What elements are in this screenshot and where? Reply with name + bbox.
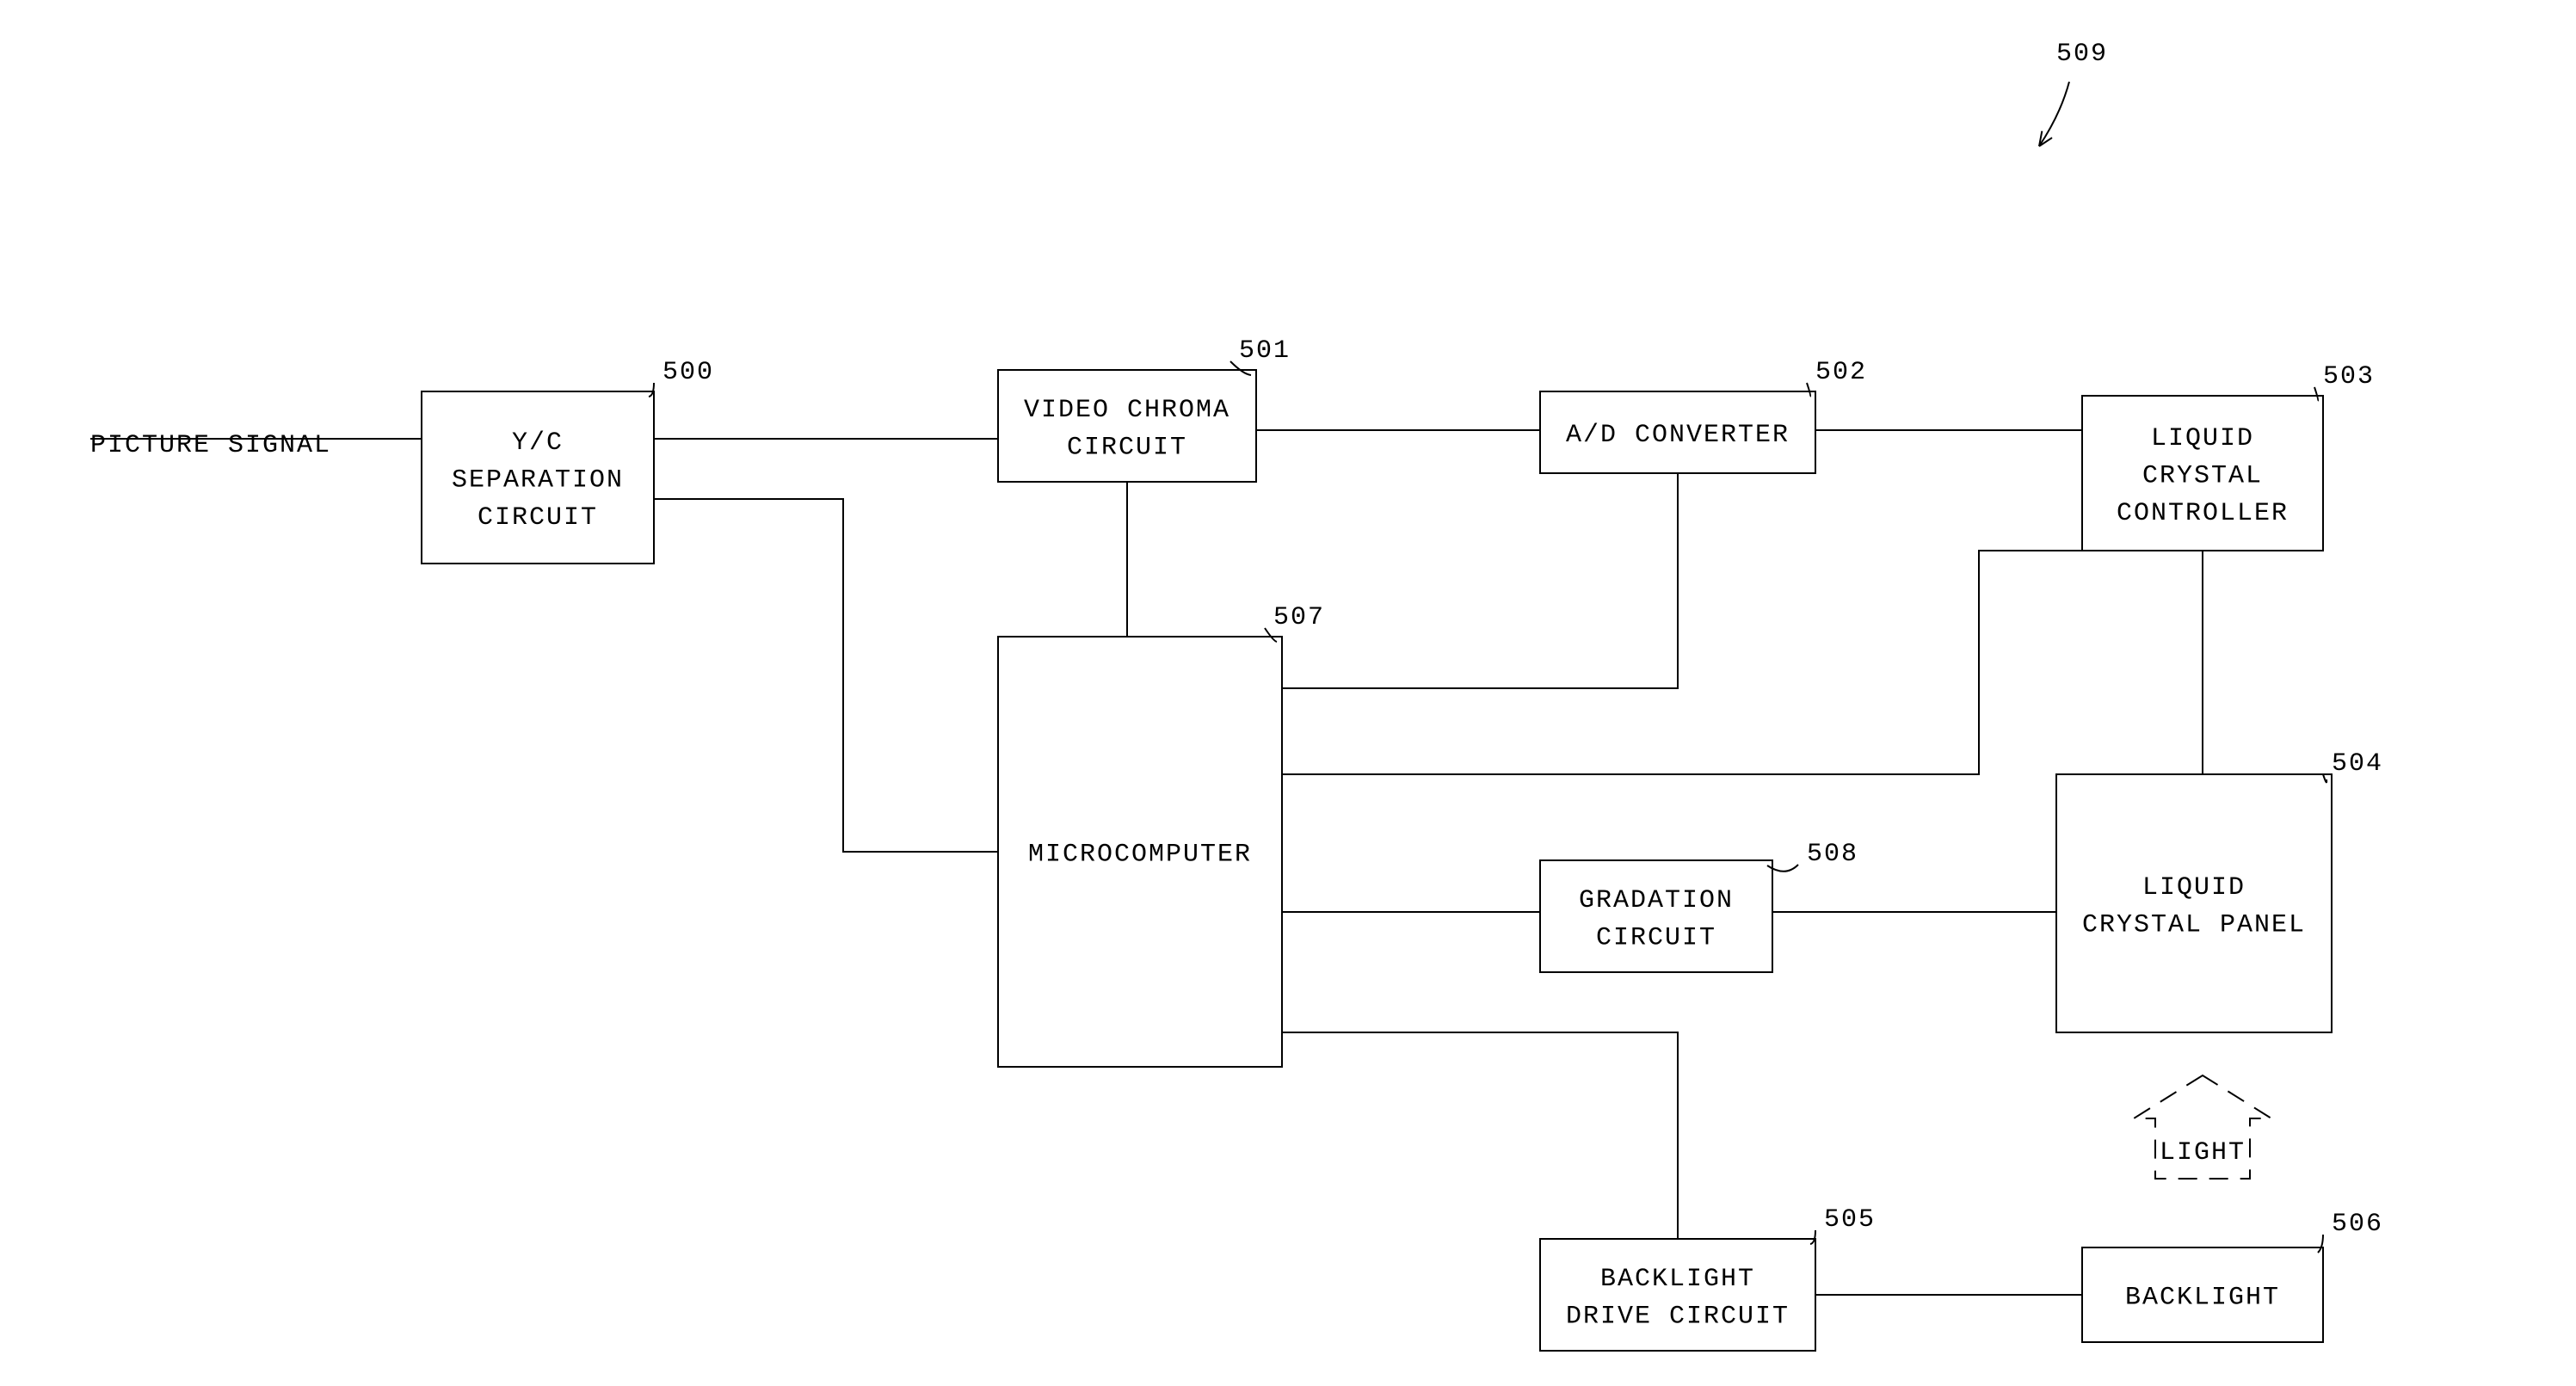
figure-ref-arrowhead (2039, 131, 2052, 146)
block-label-b504: CRYSTAL PANEL (2082, 910, 2306, 939)
figure-refnum: 509 (2056, 40, 2108, 69)
figure-ref-arrow (2039, 82, 2069, 146)
connector-wire (1282, 1032, 1678, 1239)
refnum-506: 506 (2332, 1210, 2383, 1239)
block-label-b508: CIRCUIT (1596, 923, 1716, 952)
block-b504 (2056, 774, 2332, 1032)
connector-wire (1282, 473, 1678, 688)
block-label-b501: VIDEO CHROMA (1024, 396, 1230, 425)
connector-wire (1282, 551, 2082, 774)
block-b501 (998, 370, 1256, 482)
block-b508 (1540, 860, 1772, 972)
block-label-b506: BACKLIGHT (2125, 1284, 2280, 1313)
refnum-502: 502 (1815, 358, 1867, 387)
block-label-b500: CIRCUIT (478, 503, 598, 533)
block-label-b508: GRADATION (1579, 886, 1734, 915)
light-arrow-label: LIGHT (2160, 1138, 2246, 1167)
block-label-b505: DRIVE CIRCUIT (1566, 1302, 1790, 1331)
block-label-b500: Y/C (512, 428, 564, 458)
block-label-b501: CIRCUIT (1067, 433, 1187, 462)
block-label-b500: SEPARATION (452, 466, 624, 496)
block-b505 (1540, 1239, 1815, 1351)
input-signal-label: PICTURE SIGNAL (90, 431, 331, 460)
block-label-b503: CRYSTAL (2142, 462, 2263, 491)
block-label-b507: MICROCOMPUTER (1028, 841, 1252, 870)
refnum-505: 505 (1824, 1205, 1876, 1235)
refnum-503: 503 (2323, 362, 2375, 391)
block-label-b502: A/D CONVERTER (1566, 421, 1790, 450)
block-label-b505: BACKLIGHT (1600, 1265, 1755, 1294)
refnum-507: 507 (1273, 603, 1325, 632)
refnum-504: 504 (2332, 749, 2383, 779)
connector-wire (654, 499, 998, 852)
refnum-500: 500 (662, 358, 714, 387)
block-label-b503: LIQUID (2151, 424, 2254, 453)
block-label-b503: CONTROLLER (2117, 499, 2289, 528)
refnum-508: 508 (1807, 840, 1858, 869)
refnum-501: 501 (1239, 336, 1291, 366)
block-label-b504: LIQUID (2142, 873, 2246, 902)
